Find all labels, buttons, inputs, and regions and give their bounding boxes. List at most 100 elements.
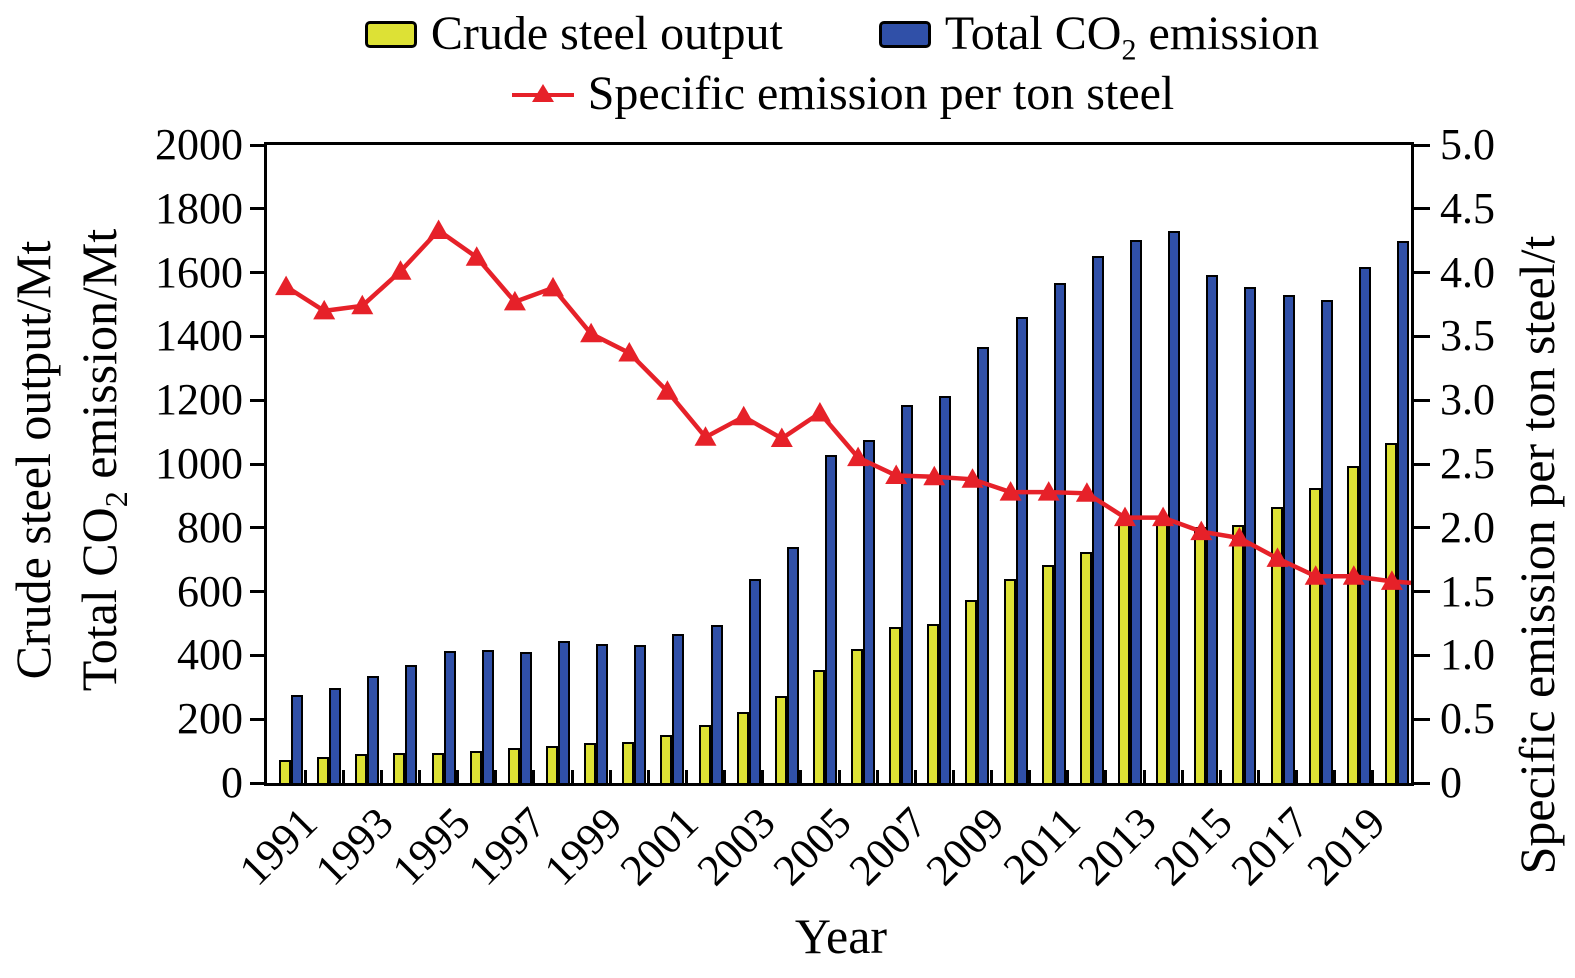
bar-crude-steel-1994 — [393, 753, 406, 783]
right-axis-tick — [1414, 334, 1430, 338]
bar-co2-2013 — [1129, 240, 1142, 783]
bar-crude-steel-1999 — [584, 743, 597, 783]
triangle-marker — [503, 290, 526, 311]
legend: Crude steel output Total CO2 emission Sp… — [267, 6, 1417, 122]
bar-co2-1994 — [405, 665, 418, 783]
bar-co2-2007 — [901, 405, 914, 783]
bar-co2-1996 — [481, 650, 494, 783]
left-axis-tick — [250, 653, 267, 657]
bar-crude-steel-1993 — [355, 754, 368, 783]
bar-co2-2002 — [710, 625, 723, 783]
bar-co2-2009 — [977, 346, 990, 783]
x-axis-title: Year — [794, 908, 888, 964]
left-axis-tick — [250, 207, 267, 211]
legend-label-specific-emission: Specific emission per ton steel — [587, 67, 1175, 120]
bar-crude-steel-2017 — [1270, 507, 1283, 783]
bar-co2-1993 — [367, 675, 380, 783]
right-axis-tick — [1414, 590, 1430, 594]
bar-co2-2017 — [1282, 294, 1295, 783]
triangle-marker — [847, 446, 870, 467]
left-axis-tick-label: 2000 — [155, 120, 243, 169]
legend-item-co2: Total CO2 emission — [878, 6, 1320, 67]
triangle-marker — [427, 219, 450, 239]
bar-co2-2020 — [1396, 241, 1409, 783]
right-axis-tick-label: 0 — [1440, 758, 1462, 807]
right-axis-tick-label: 2.0 — [1440, 502, 1495, 552]
right-axis-tick — [1414, 462, 1430, 466]
triangle-marker — [313, 299, 336, 320]
bar-co2-2019 — [1358, 266, 1371, 783]
bar-crude-steel-2020 — [1384, 443, 1397, 783]
left-axis-tick — [250, 526, 267, 530]
bar-co2-2000 — [634, 645, 647, 783]
right-axis-tick-label: 0.5 — [1440, 694, 1495, 744]
x-minor-tick — [1333, 770, 1337, 783]
right-axis-tick — [1414, 143, 1430, 147]
right-axis-tick — [1414, 717, 1430, 721]
left-axis-tick-label: 1000 — [155, 439, 243, 488]
x-minor-tick — [532, 770, 536, 783]
bar-co2-2005 — [824, 455, 837, 783]
triangle-marker — [694, 426, 717, 446]
bar-crude-steel-2008 — [927, 623, 940, 783]
triangle-marker — [1114, 506, 1136, 527]
right-axis-tick-label: 1.5 — [1440, 566, 1495, 616]
bar-crude-steel-2000 — [622, 741, 635, 783]
right-axis-tick — [1414, 398, 1430, 402]
triangle-marker — [542, 276, 564, 297]
x-minor-tick — [456, 770, 460, 783]
triangle-marker — [885, 464, 908, 484]
left-axis-tick — [250, 717, 267, 721]
legend-row-1: Crude steel output Total CO2 emission — [364, 6, 1320, 67]
triangle-marker — [1266, 547, 1289, 567]
x-minor-tick — [1142, 770, 1146, 783]
bar-crude-steel-2009 — [965, 599, 978, 783]
triangle-marker — [999, 481, 1022, 501]
bar-co2-1991 — [291, 694, 303, 783]
left-axis-tick-label: 600 — [177, 566, 243, 616]
x-minor-tick — [1028, 770, 1032, 783]
bar-co2-2018 — [1320, 300, 1333, 783]
bar-crude-steel-2003 — [736, 712, 749, 783]
x-minor-tick — [1104, 770, 1108, 783]
crude-steel-swatch-icon — [364, 20, 417, 48]
bar-crude-steel-2016 — [1232, 525, 1245, 783]
bar-crude-steel-2018 — [1308, 487, 1321, 783]
bar-crude-steel-2010 — [1003, 579, 1016, 783]
triangle-marker — [961, 468, 984, 488]
right-axis-tick-label: 3.5 — [1440, 311, 1495, 361]
triangle-marker — [351, 294, 374, 315]
legend-row-2: Specific emission per ton steel — [510, 66, 1175, 122]
x-minor-tick — [1295, 770, 1299, 783]
bar-co2-2011 — [1053, 283, 1066, 783]
right-axis-tick-label: 4.0 — [1440, 247, 1495, 297]
left-axis-tick-label: 0 — [221, 758, 243, 807]
left-axis-tick — [250, 462, 267, 466]
triangle-marker — [1304, 565, 1327, 585]
x-minor-tick — [799, 770, 803, 783]
x-minor-tick — [685, 770, 688, 783]
bar-crude-steel-2012 — [1079, 552, 1092, 783]
triangle-marker — [580, 322, 603, 343]
specific-emission-line — [275, 219, 1411, 590]
triangle-marker — [732, 405, 755, 426]
left-axis-tick — [250, 334, 267, 338]
legend-label-crude-steel: Crude steel output — [430, 7, 783, 60]
triangle-marker — [1152, 506, 1175, 527]
x-minor-tick — [341, 770, 345, 783]
triangle-marker — [275, 275, 298, 296]
bar-crude-steel-2002 — [698, 724, 711, 783]
right-axis-tick-label: 5.0 — [1440, 120, 1495, 169]
left-axis-tick — [250, 781, 267, 785]
triangle-marker — [808, 402, 831, 422]
x-minor-tick — [379, 770, 383, 783]
x-minor-tick — [875, 770, 879, 783]
x-minor-tick — [723, 770, 727, 783]
left-axis-tick-label: 1200 — [155, 375, 243, 425]
right-axis-tick-label: 1.0 — [1440, 630, 1495, 680]
triangle-marker — [618, 342, 641, 362]
legend-label-co2: Total CO2 emission — [944, 7, 1320, 67]
bar-co2-1995 — [443, 651, 456, 783]
right-axis-tick — [1414, 207, 1430, 211]
